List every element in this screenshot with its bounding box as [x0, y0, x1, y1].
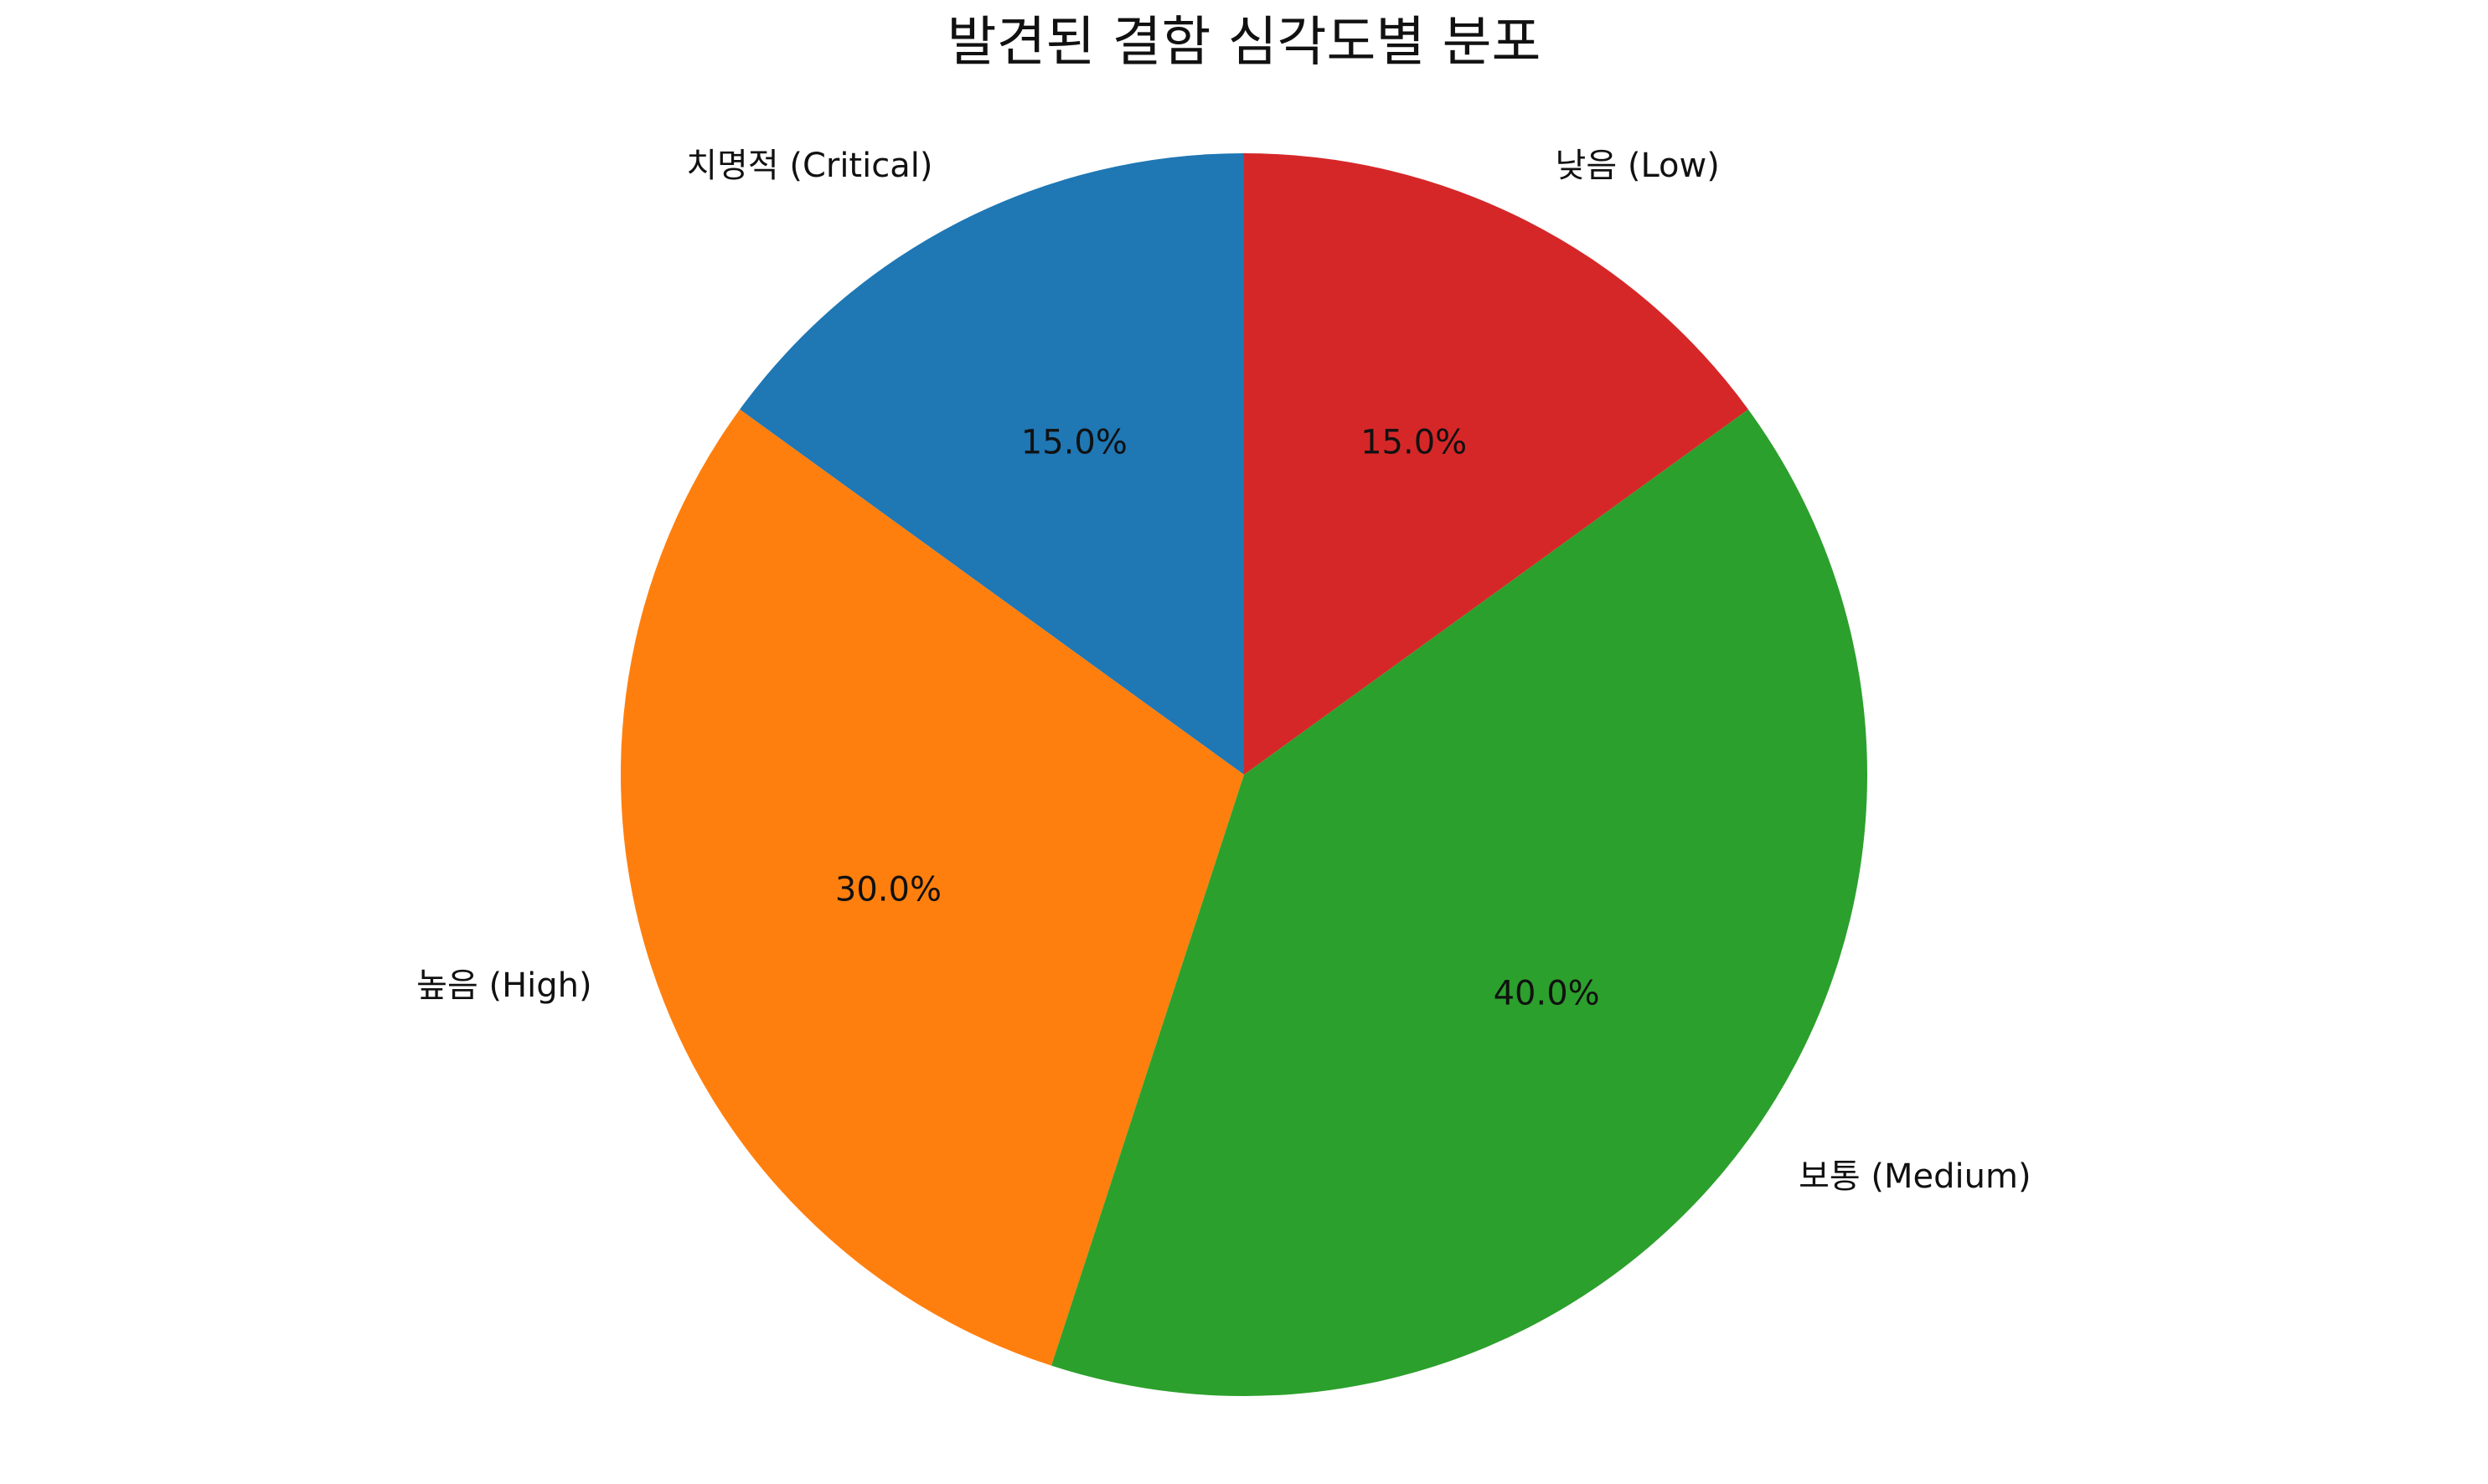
percent-label: 40.0%	[1494, 975, 1600, 1013]
percent-label: 15.0%	[1360, 423, 1467, 461]
category-label: 치명적 (Critical)	[686, 147, 932, 185]
percent-label: 30.0%	[835, 871, 942, 909]
percent-label: 15.0%	[1021, 423, 1128, 461]
category-label: 높음 (High)	[416, 966, 591, 1005]
category-label: 보통 (Medium)	[1799, 1157, 2031, 1196]
chart-title: 발견된 결함 심각도별 분포	[947, 12, 1541, 74]
pie-slices	[621, 153, 1867, 1396]
category-label: 낮음 (Low)	[1556, 147, 1720, 185]
